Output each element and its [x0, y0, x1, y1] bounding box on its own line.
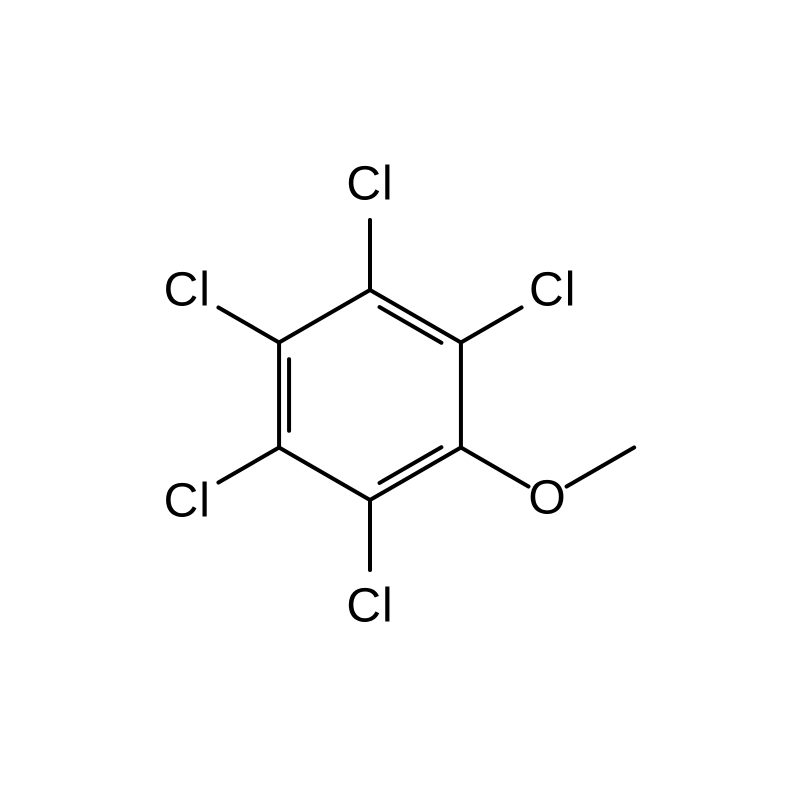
chemical-structure-diagram: Cl Cl Cl Cl Cl O: [0, 0, 800, 800]
chlorine-2-label: Cl: [529, 262, 576, 317]
chlorine-3-label: Cl: [164, 262, 211, 317]
methoxy-bond: [567, 448, 635, 487]
chlorine-4-label: Cl: [164, 473, 211, 528]
chlorine-5-label: Cl: [346, 579, 393, 634]
chlorine-1-label: Cl: [346, 157, 393, 212]
substituent-bond: [218, 448, 279, 483]
ring-bond: [279, 290, 370, 343]
substituent-bond: [461, 448, 529, 487]
ring-bond: [370, 448, 461, 501]
ring-bond: [370, 290, 461, 343]
ring-bond: [279, 448, 370, 501]
substituent-bond: [461, 308, 522, 343]
oxygen-methoxy-label: O: [528, 470, 566, 525]
bond-layer: [0, 0, 800, 800]
substituent-bond: [218, 308, 279, 343]
